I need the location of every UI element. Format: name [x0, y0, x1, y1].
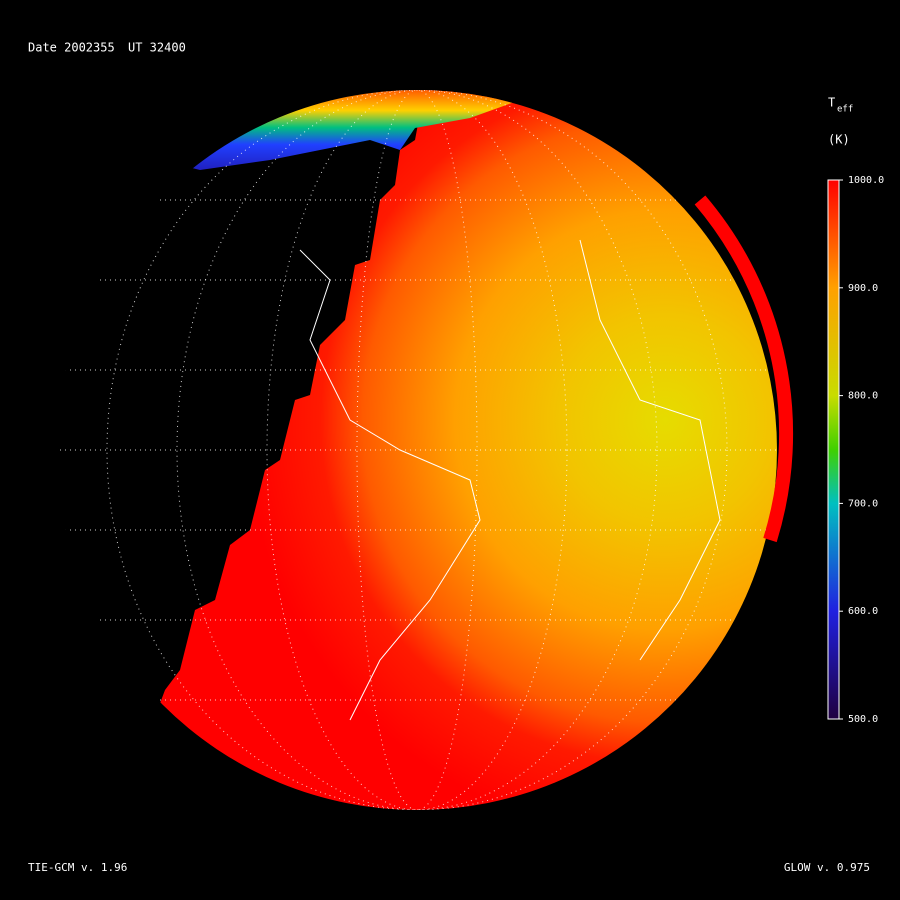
colorbar-subscript: eff [837, 105, 853, 115]
colorbar-unit: (K) [828, 133, 850, 147]
colorbar-tick-label: 1000.0 [848, 175, 884, 186]
globe [57, 90, 777, 810]
day-side [150, 90, 777, 810]
colorbar-tick-label: 500.0 [848, 714, 878, 725]
coastline [299, 239, 721, 721]
date-label: Date 2002355 [28, 41, 115, 55]
limb [694, 195, 794, 543]
colorbar-tick-label: 800.0 [848, 391, 878, 402]
colorbar-tick-label: 700.0 [848, 498, 878, 509]
footer-left: TIE-GCM v. 1.96 [28, 861, 127, 874]
footer-right: GLOW v. 0.975 [784, 861, 870, 874]
colorbar-tick-label: 600.0 [848, 606, 878, 617]
colorbar-tick-label: 900.0 [848, 283, 878, 294]
colorbar-symbol: T [828, 96, 835, 110]
colorbar [827, 179, 840, 720]
ut-label: UT 32400 [128, 41, 186, 55]
